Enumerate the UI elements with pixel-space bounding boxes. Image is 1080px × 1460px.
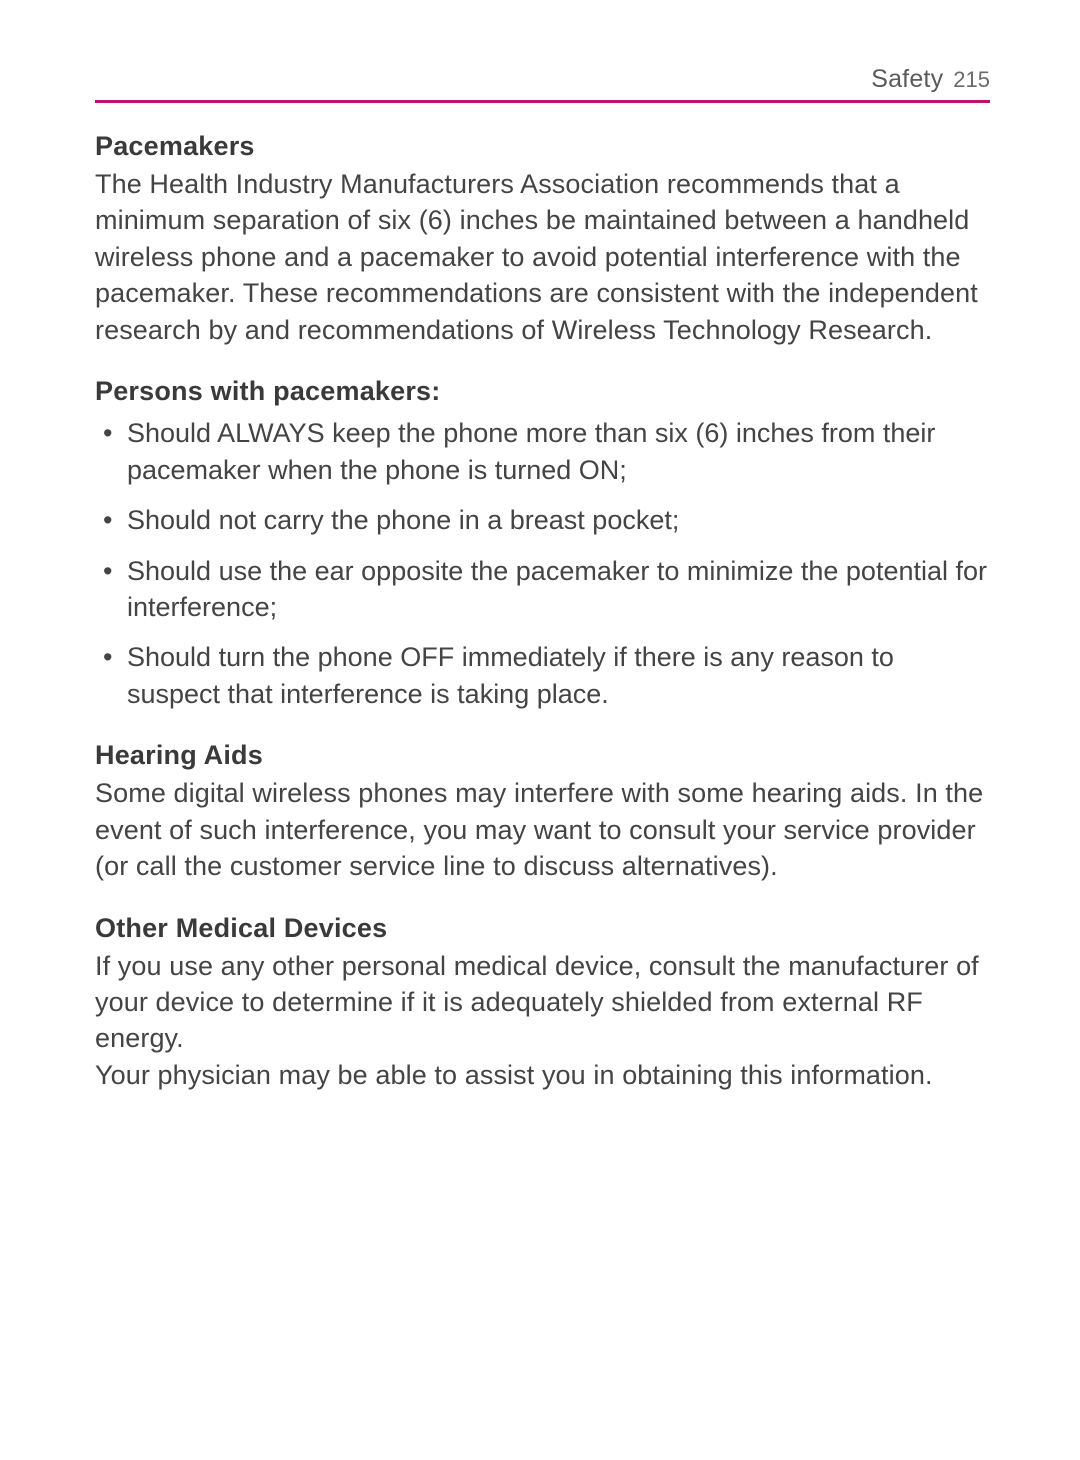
list-item: Should turn the phone OFF immediately if… bbox=[95, 639, 990, 712]
section-heading: Persons with pacemakers: bbox=[95, 376, 990, 407]
body-paragraph: The Health Industry Manufacturers Associ… bbox=[95, 166, 990, 348]
list-item: Should use the ear opposite the pacemake… bbox=[95, 553, 990, 626]
body-paragraph: Your physician may be able to assist you… bbox=[95, 1057, 990, 1093]
bullet-list: Should ALWAYS keep the phone more than s… bbox=[95, 415, 990, 712]
list-item: Should ALWAYS keep the phone more than s… bbox=[95, 415, 990, 488]
section-heading: Hearing Aids bbox=[95, 740, 990, 771]
body-paragraph: Some digital wireless phones may interfe… bbox=[95, 775, 990, 884]
header-section-title: Safety bbox=[871, 65, 943, 94]
section-heading: Other Medical Devices bbox=[95, 913, 990, 944]
body-paragraph: If you use any other personal medical de… bbox=[95, 948, 990, 1057]
list-item: Should not carry the phone in a breast p… bbox=[95, 502, 990, 538]
header-page-number: 215 bbox=[953, 67, 990, 93]
section-heading: Pacemakers bbox=[95, 131, 990, 162]
page-header: Safety 215 bbox=[95, 65, 990, 103]
document-page: Safety 215 Pacemakers The Health Industr… bbox=[0, 0, 1080, 1093]
